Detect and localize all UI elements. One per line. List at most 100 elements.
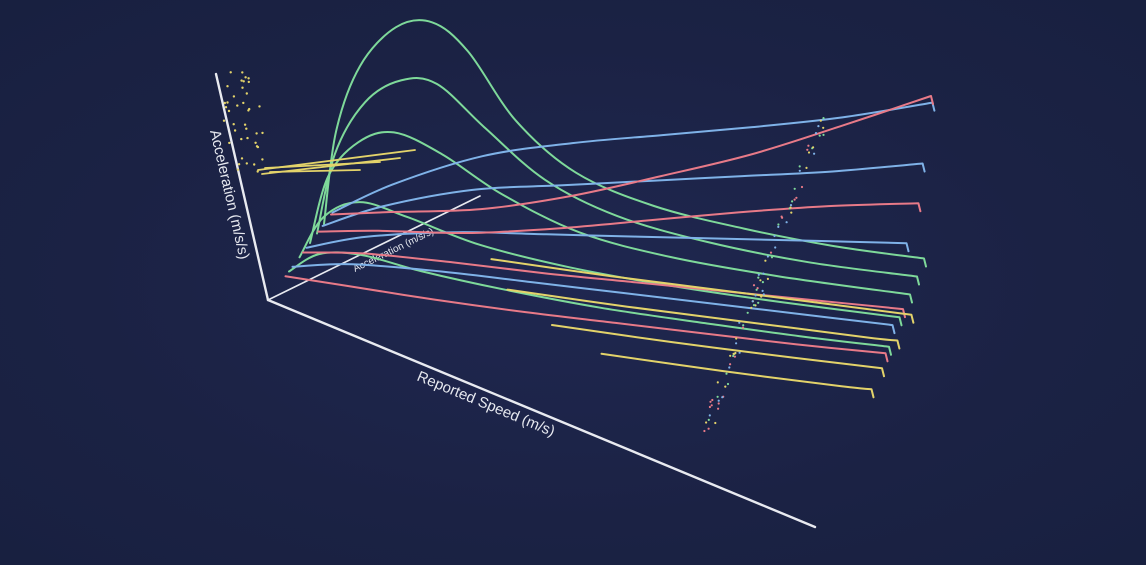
y-axis-line xyxy=(214,72,270,302)
scatter-point xyxy=(814,132,818,135)
scatter-point xyxy=(717,402,720,405)
scatter-point xyxy=(707,418,710,421)
scatter-point xyxy=(247,77,250,80)
scatter-point xyxy=(754,294,757,297)
scatter-point xyxy=(818,134,821,137)
scatter-point xyxy=(246,136,249,140)
scatter-point xyxy=(780,215,783,218)
scatter-point xyxy=(741,326,745,329)
scatter-point xyxy=(793,187,796,190)
scatter-point xyxy=(761,281,765,284)
scatter-point xyxy=(757,301,760,304)
scatter-point xyxy=(791,200,794,203)
scatter-point xyxy=(261,131,264,135)
series-line-blue-5 xyxy=(331,101,936,214)
scatter-point xyxy=(223,101,226,105)
scatter-point xyxy=(806,148,809,151)
x-axis-line xyxy=(266,298,817,529)
scatter-point xyxy=(764,259,767,262)
scatter-point xyxy=(717,407,720,410)
scatter-point xyxy=(807,151,811,154)
scatter-point xyxy=(256,145,260,149)
scatter-point xyxy=(253,163,256,166)
scatter-point xyxy=(789,204,793,207)
scatter-point xyxy=(762,293,765,296)
scatter-point xyxy=(707,427,710,430)
scatter-point xyxy=(812,146,815,149)
scatter-point xyxy=(822,126,825,129)
scatter-point xyxy=(746,311,749,314)
scatter-point xyxy=(247,80,250,84)
scatter-point xyxy=(724,385,727,388)
scatter-point xyxy=(734,351,737,355)
scatter-point xyxy=(237,163,241,166)
scatter-point xyxy=(742,324,745,327)
series-line-blue-8 xyxy=(291,263,896,335)
scatter-point xyxy=(227,109,231,113)
scatter-layer xyxy=(222,71,825,433)
scatter-point xyxy=(248,107,251,111)
scatter-point xyxy=(817,125,820,128)
scatter-point xyxy=(703,429,706,433)
scatter-point xyxy=(785,221,788,224)
scatter-point xyxy=(760,295,763,298)
scatter-point xyxy=(761,289,764,292)
scatter-point xyxy=(242,80,245,83)
series-layer xyxy=(284,19,936,399)
series-line-green-0 xyxy=(323,19,927,268)
scatter-point xyxy=(777,225,780,228)
scatter-point xyxy=(708,414,711,417)
scatter-point xyxy=(751,300,754,303)
scatter-point xyxy=(738,321,741,324)
scatter-point xyxy=(773,234,776,238)
series-line-red-9 xyxy=(330,95,934,216)
scatter-point xyxy=(241,71,244,74)
scatter-point xyxy=(732,354,735,358)
series-line-green-4 xyxy=(288,251,892,356)
scatter-point xyxy=(813,152,816,155)
scatter-point xyxy=(752,304,756,307)
scatter-point xyxy=(244,76,247,79)
scatter-point xyxy=(261,158,264,161)
scatter-point xyxy=(757,276,760,279)
scatter-point xyxy=(226,101,229,104)
scatter-point xyxy=(795,196,798,199)
scatter-point xyxy=(757,273,760,276)
scatter-point xyxy=(735,342,738,345)
scatter-point xyxy=(769,251,773,254)
yellow-streak-2 xyxy=(264,161,381,169)
scatter-point xyxy=(728,366,731,369)
scatter-point xyxy=(789,206,792,209)
scatter-point xyxy=(240,79,243,82)
series-line-red-11 xyxy=(302,251,906,319)
scatter-point xyxy=(755,288,758,291)
z-axis-line xyxy=(267,195,481,301)
scatter-point xyxy=(721,396,724,399)
scatter-point xyxy=(726,382,730,386)
scatter-point xyxy=(822,117,825,120)
series-line-blue-7 xyxy=(305,231,910,253)
scatter-point xyxy=(716,395,719,398)
scatter-point xyxy=(255,132,258,135)
scatter-point xyxy=(711,398,714,402)
scatter-point xyxy=(709,400,712,403)
scatter-point xyxy=(756,287,759,290)
scatter-point xyxy=(710,404,713,407)
scatter-point xyxy=(762,272,765,275)
scatter-point xyxy=(258,105,261,108)
scatter-point xyxy=(729,354,732,357)
scatter-point xyxy=(800,185,804,189)
series-line-yellow-14 xyxy=(506,288,901,350)
scatter-point xyxy=(245,92,248,95)
scatter-point xyxy=(819,119,822,122)
scatter-point xyxy=(708,405,712,409)
scatter-point xyxy=(705,421,708,424)
scatter-point xyxy=(226,85,229,88)
series-line-red-12 xyxy=(284,275,889,363)
scatter-point xyxy=(770,256,774,259)
scatter-point xyxy=(729,363,732,366)
scatter-point xyxy=(822,133,825,136)
scatter-point xyxy=(717,399,720,402)
